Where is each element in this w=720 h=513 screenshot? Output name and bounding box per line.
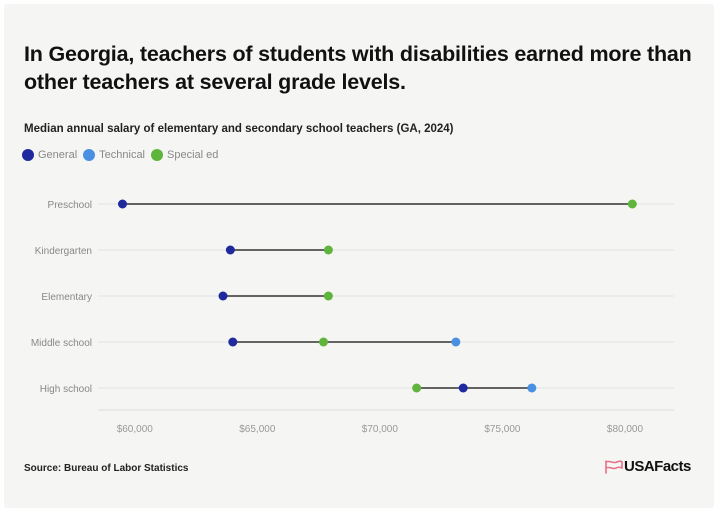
data-point-technical (527, 383, 537, 393)
data-point-special-ed (627, 199, 637, 209)
data-point-special-ed (412, 383, 422, 393)
brand-name: USAFacts (624, 458, 691, 475)
x-tick-label: $80,000 (607, 424, 644, 435)
legend-item-general: General (22, 149, 77, 161)
legend-item-technical: Technical (83, 149, 145, 161)
brand-logo: USAFacts (604, 458, 691, 475)
data-point-special-ed (323, 245, 333, 255)
y-category-label: Elementary (41, 292, 92, 303)
data-point-general (228, 337, 238, 347)
legend-label-general: General (38, 149, 78, 161)
usafacts-flag-logo-icon (605, 459, 623, 474)
legend-label-technical: Technical (99, 149, 145, 161)
data-point-general (118, 199, 128, 209)
legend: General Technical Special ed (22, 149, 224, 161)
x-tick-label: $65,000 (239, 424, 276, 435)
x-tick-label: $70,000 (362, 424, 399, 435)
legend-swatch-technical (83, 149, 96, 161)
data-point-special-ed (323, 291, 333, 301)
y-category-label: Middle school (31, 338, 92, 349)
chart-title: In Georgia, teachers of students with di… (24, 42, 692, 94)
y-category-label: Kindergarten (35, 246, 92, 257)
y-category-label: High school (40, 384, 92, 395)
data-point-general (225, 245, 235, 255)
data-point-general (218, 291, 228, 301)
x-tick-label: $75,000 (484, 424, 521, 435)
legend-item-special-ed: Special ed (151, 149, 218, 161)
data-point-special-ed (318, 337, 328, 347)
data-point-general (458, 383, 468, 393)
legend-swatch-special-ed (151, 149, 163, 161)
source-note: Source: Bureau of Labor Statistics (24, 463, 189, 474)
legend-label-special-ed: Special ed (167, 149, 219, 161)
y-category-label: Preschool (48, 200, 92, 211)
legend-swatch-general (22, 149, 34, 161)
dot-plot: $60,000 $65,000 $70,000 $75,000 $80,000 Presc… (31, 199, 674, 435)
x-tick-label: $60,000 (117, 424, 154, 435)
chart-card: In Georgia, teachers of students with di… (4, 4, 714, 508)
chart-subtitle: Median annual salary of elementary and s… (24, 123, 454, 135)
data-point-technical (451, 337, 461, 347)
